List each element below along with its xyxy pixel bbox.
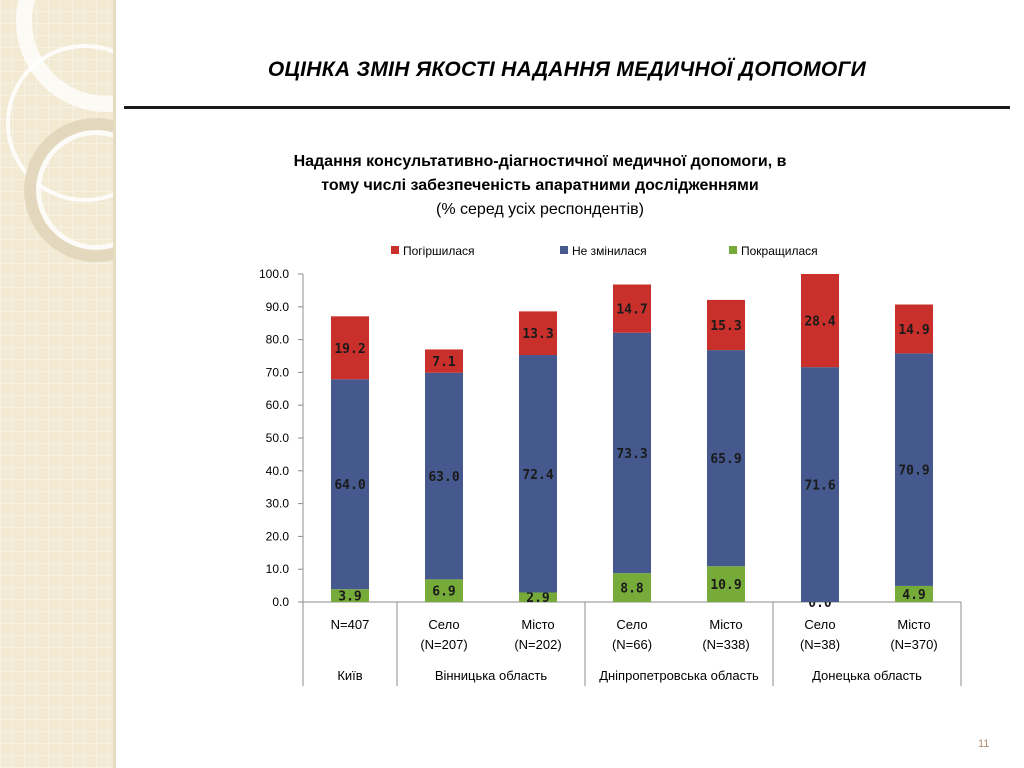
bar-segment bbox=[707, 299, 745, 351]
data-label: 28.4 bbox=[804, 315, 835, 330]
data-label: 64.0 bbox=[334, 478, 365, 493]
bar-segment bbox=[519, 355, 557, 593]
y-tick-label: 60.0 bbox=[266, 398, 290, 412]
data-label: 8.8 bbox=[620, 582, 644, 597]
x-group-label: Дніпропетровська область bbox=[599, 668, 759, 683]
data-label: 14.7 bbox=[616, 303, 647, 318]
x-category-label: Село bbox=[804, 617, 835, 632]
data-label: 14.9 bbox=[898, 323, 929, 338]
x-category-label: Місто bbox=[521, 617, 554, 632]
y-tick-label: 30.0 bbox=[266, 497, 290, 511]
title-divider bbox=[124, 106, 1010, 109]
data-label: 72.4 bbox=[522, 468, 553, 483]
data-label: 3.9 bbox=[338, 590, 361, 605]
bar-segment bbox=[895, 304, 933, 354]
bar-segment bbox=[613, 284, 651, 333]
x-category-label: (N=202) bbox=[514, 637, 561, 652]
legend-entry-label: Не змінилася bbox=[572, 244, 647, 258]
data-label: 4.9 bbox=[902, 588, 925, 603]
x-category-label: (N=370) bbox=[890, 637, 937, 652]
chart-title-line-1: Надання консультативно-діагностичної мед… bbox=[293, 153, 787, 170]
legend-swatch bbox=[560, 246, 568, 254]
data-label: 65.9 bbox=[710, 452, 741, 467]
y-tick-label: 70.0 bbox=[266, 365, 290, 379]
data-label: 7.1 bbox=[432, 355, 456, 370]
x-category-label: (N=66) bbox=[612, 637, 652, 652]
slide-title: ОЦІНКА ЗМІН ЯКОСТІ НАДАННЯ МЕДИЧНОЇ ДОПО… bbox=[267, 58, 867, 81]
x-group-label: Київ bbox=[337, 668, 362, 683]
x-group-label: Вінницька область bbox=[435, 668, 548, 683]
y-tick-label: 10.0 bbox=[266, 562, 290, 576]
bar-segment bbox=[425, 349, 463, 373]
x-category-label: Село bbox=[616, 617, 647, 632]
bar-segment bbox=[425, 372, 463, 580]
data-label: 2.9 bbox=[526, 591, 549, 606]
legend-entry-label: Погіршилася bbox=[403, 244, 475, 258]
y-tick-label: 20.0 bbox=[266, 529, 290, 543]
chart-title-line-2: тому числі забезпеченість апаратними дос… bbox=[321, 177, 759, 194]
data-label: 63.0 bbox=[428, 470, 459, 485]
bar-segment bbox=[613, 332, 651, 574]
bar-segment bbox=[331, 589, 369, 602]
y-tick-label: 80.0 bbox=[266, 333, 290, 347]
bar-segment bbox=[519, 592, 557, 602]
data-label: 19.2 bbox=[334, 342, 365, 357]
legend-swatch bbox=[729, 246, 737, 254]
bar-segment bbox=[519, 311, 557, 356]
data-label: 10.9 bbox=[710, 578, 741, 593]
bar-segment bbox=[895, 353, 933, 586]
bar-segment bbox=[707, 566, 745, 602]
bar-segment bbox=[331, 379, 369, 590]
x-category-label: (N=338) bbox=[702, 637, 749, 652]
data-label: 73.3 bbox=[616, 447, 647, 462]
data-label: 6.9 bbox=[432, 585, 455, 600]
bar-segment bbox=[801, 367, 839, 602]
x-category-label: Село bbox=[428, 617, 459, 632]
data-label: 15.3 bbox=[710, 319, 741, 334]
bar-segment bbox=[895, 585, 933, 602]
page-number: 11 bbox=[978, 738, 990, 750]
y-tick-label: 50.0 bbox=[266, 431, 290, 445]
bar-segment bbox=[613, 573, 651, 602]
x-category-label: (N=38) bbox=[800, 637, 840, 652]
y-tick-label: 90.0 bbox=[266, 300, 290, 314]
x-category-label: Місто bbox=[897, 617, 930, 632]
side-panel-border bbox=[113, 0, 116, 768]
data-label: 13.3 bbox=[522, 327, 553, 342]
bar-segment bbox=[707, 350, 745, 567]
x-category-label: Місто bbox=[709, 617, 742, 632]
y-tick-label: 100.0 bbox=[259, 267, 289, 281]
x-group-label: Донецька область bbox=[812, 668, 922, 683]
data-label: 71.6 bbox=[804, 479, 835, 494]
x-category-label: N=407 bbox=[331, 617, 370, 632]
y-tick-label: 40.0 bbox=[266, 464, 290, 478]
x-category-label: (N=207) bbox=[420, 637, 467, 652]
bar-segment bbox=[331, 316, 369, 380]
legend-swatch bbox=[391, 246, 399, 254]
y-tick-label: 0.0 bbox=[272, 595, 289, 609]
bar-segment bbox=[425, 579, 463, 602]
data-label: 70.9 bbox=[898, 464, 929, 479]
legend-entry-label: Покращилася bbox=[741, 244, 818, 258]
chart-subtitle: (% серед усіх респондентів) bbox=[436, 201, 644, 218]
chart-title: Надання консультативно-діагностичної мед… bbox=[240, 150, 840, 222]
bar-segment bbox=[801, 274, 839, 368]
decorative-side-panel bbox=[0, 0, 113, 768]
